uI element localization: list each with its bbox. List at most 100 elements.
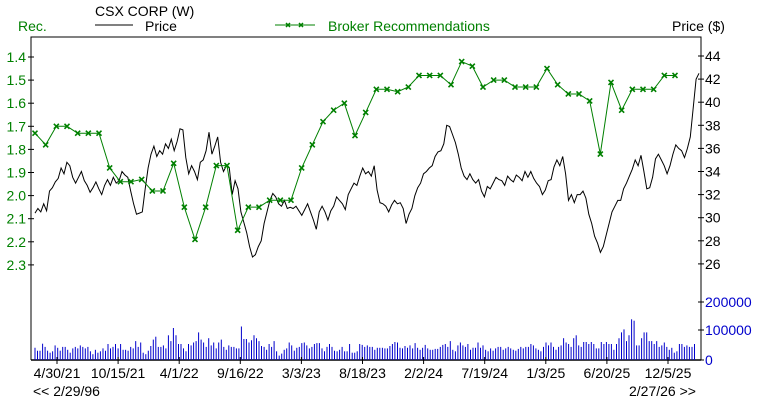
left-tick-label: 1.7 [7, 118, 27, 134]
x-marker-icon [447, 81, 455, 88]
x-tick-label: 3/3/23 [282, 365, 321, 381]
start-date-nav[interactable]: << 2/29/96 [33, 383, 100, 399]
plot-border [30, 36, 702, 360]
x-marker-icon [117, 178, 124, 185]
x-marker-icon [458, 58, 465, 65]
x-marker-icon [245, 204, 252, 211]
left-tick-label: 2.0 [7, 188, 27, 204]
right-tick-label: 38 [705, 117, 721, 133]
x-marker-icon [53, 123, 60, 130]
right-tick-label: 30 [705, 210, 721, 226]
right-tick-label: 44 [705, 48, 721, 64]
x-marker-icon [202, 204, 209, 211]
right-tick-label: 32 [705, 187, 721, 203]
left-tick-label: 1.6 [7, 95, 27, 111]
x-marker-icon [287, 197, 295, 204]
x-marker-icon [181, 204, 188, 211]
x-marker-icon [234, 227, 241, 234]
x-marker-icon [565, 90, 572, 98]
right-tick-label: 34 [705, 164, 721, 180]
x-marker-icon [170, 160, 177, 167]
x-axis-ticks: 4/30/21 10/15/21 4/1/22 9/16/22 3/3/23 8/18/2… [34, 357, 692, 381]
x-marker-icon [618, 107, 625, 114]
x-marker-icon [106, 164, 113, 171]
x-marker-icon [74, 130, 81, 137]
x-marker-icon [298, 164, 305, 171]
x-marker-icon [639, 86, 647, 93]
right-tick-label: 40 [705, 94, 721, 110]
x-marker-icon [277, 197, 284, 204]
volume-bars [34, 319, 695, 360]
legend-price-label: Price [145, 18, 177, 34]
x-marker-icon [319, 118, 327, 125]
x-marker-icon [437, 72, 444, 79]
right-tick-label: 36 [705, 140, 721, 156]
left-tick-label: 2.1 [7, 211, 27, 227]
chart-title: CSX CORP (W) [95, 3, 195, 19]
x-marker-icon [373, 86, 380, 93]
x-marker-icon [127, 178, 135, 185]
volume-tick-label: 100000 [705, 322, 752, 338]
right-tick-label: 26 [705, 256, 721, 272]
left-tick-label: 1.8 [7, 141, 27, 157]
right-tick-label: 42 [705, 71, 721, 87]
x-marker-icon [159, 187, 167, 195]
left-axis-label: Rec. [18, 18, 47, 34]
x-marker-icon [341, 100, 348, 107]
x-marker-icon [330, 107, 337, 114]
x-tick-label: 4/30/21 [34, 365, 81, 381]
x-tick-label: 1/3/25 [526, 365, 565, 381]
left-tick-label: 2.2 [7, 234, 27, 250]
legend-icons [95, 22, 315, 28]
x-marker-icon [255, 204, 263, 211]
left-tick-label: 1.9 [7, 165, 27, 181]
x-marker-icon [415, 72, 423, 79]
x-marker-icon [501, 77, 508, 84]
x-marker-icon [191, 236, 199, 243]
x-marker-icon [149, 187, 156, 195]
x-marker-icon [533, 83, 540, 91]
x-marker-icon [362, 109, 369, 116]
x-marker-icon [383, 86, 391, 93]
x-marker-icon [586, 97, 593, 104]
x-tick-label: 7/19/24 [461, 365, 508, 381]
x-marker-icon [607, 79, 615, 86]
x-marker-icon [426, 72, 433, 79]
right-axis-ticks: 26 28 30 32 34 36 38 40 42 44 0 100000 200000 [698, 48, 752, 368]
x-tick-label: 12/5/25 [645, 365, 692, 381]
x-marker-icon [63, 123, 71, 130]
volume-tick-label: 200000 [705, 294, 752, 310]
recommendation-polyline [34, 60, 675, 242]
x-tick-label: 9/16/22 [217, 365, 264, 381]
broker-recommendations-line [31, 58, 679, 243]
x-marker-icon [671, 72, 679, 79]
x-marker-icon [213, 162, 220, 169]
x-marker-icon [138, 176, 145, 183]
x-marker-icon [42, 141, 49, 148]
x-tick-label: 4/1/22 [160, 365, 199, 381]
legend-broker-label: Broker Recommendations [328, 18, 490, 34]
left-tick-label: 2.3 [7, 257, 27, 273]
left-tick-label: 1.5 [7, 72, 27, 88]
right-tick-label: 28 [705, 233, 721, 249]
x-marker-icon [31, 130, 39, 137]
x-marker-icon [629, 86, 636, 93]
price-line [34, 73, 700, 258]
x-marker-icon [266, 197, 273, 204]
x-marker-icon [469, 63, 476, 70]
end-date-nav[interactable]: 2/27/26 >> [629, 383, 696, 399]
price-polyline [34, 73, 700, 258]
x-marker-icon [85, 130, 92, 137]
legend-x-marker-icon [298, 22, 304, 28]
x-marker-icon [479, 83, 487, 91]
x-marker-icon [490, 77, 497, 84]
plot-frame [30, 36, 702, 361]
x-tick-label: 6/20/25 [584, 365, 631, 381]
x-marker-icon [309, 141, 316, 148]
x-tick-label: 10/15/21 [91, 365, 146, 381]
x-marker-icon [543, 65, 551, 72]
x-marker-icon [575, 90, 583, 98]
x-tick-label: 2/2/24 [404, 365, 443, 381]
x-marker-icon [351, 132, 359, 139]
